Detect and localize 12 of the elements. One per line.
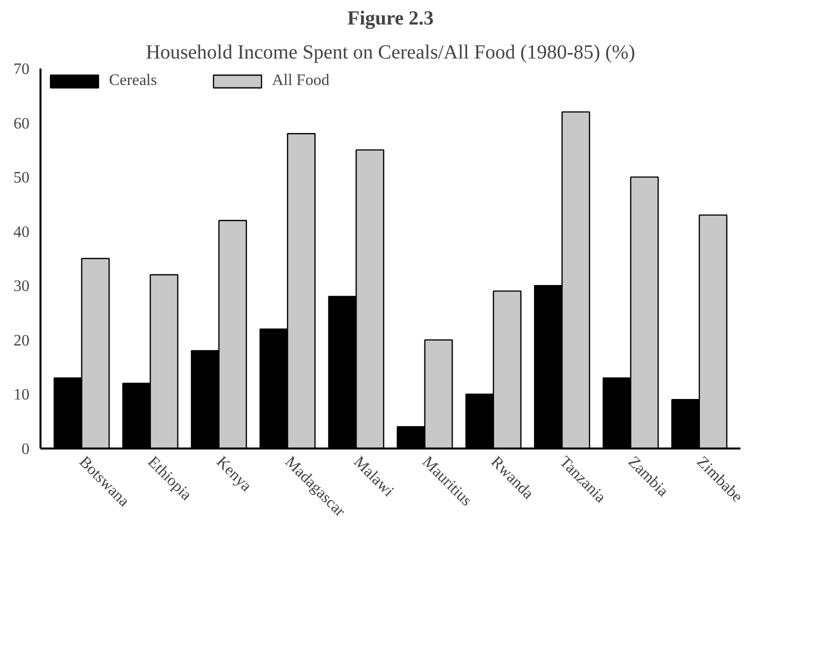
- chart-subtitle: Household Income Spent on Cereals/All Food (1980-85) (%): [146, 42, 636, 64]
- y-tick-label: 20: [14, 332, 30, 350]
- y-tick-label: 60: [14, 115, 30, 132]
- y-tick-label: 50: [14, 170, 30, 187]
- y-tick-label: 10: [14, 386, 30, 404]
- legend-label: All Food: [272, 72, 330, 90]
- y-tick-label: 40: [14, 224, 30, 241]
- legend-label: Cereals: [109, 72, 157, 90]
- chart-title: Figure 2.3: [347, 8, 434, 30]
- y-tick-label: 30: [14, 278, 30, 296]
- y-tick-label: 70: [14, 61, 30, 78]
- y-tick-label: 0: [22, 441, 30, 458]
